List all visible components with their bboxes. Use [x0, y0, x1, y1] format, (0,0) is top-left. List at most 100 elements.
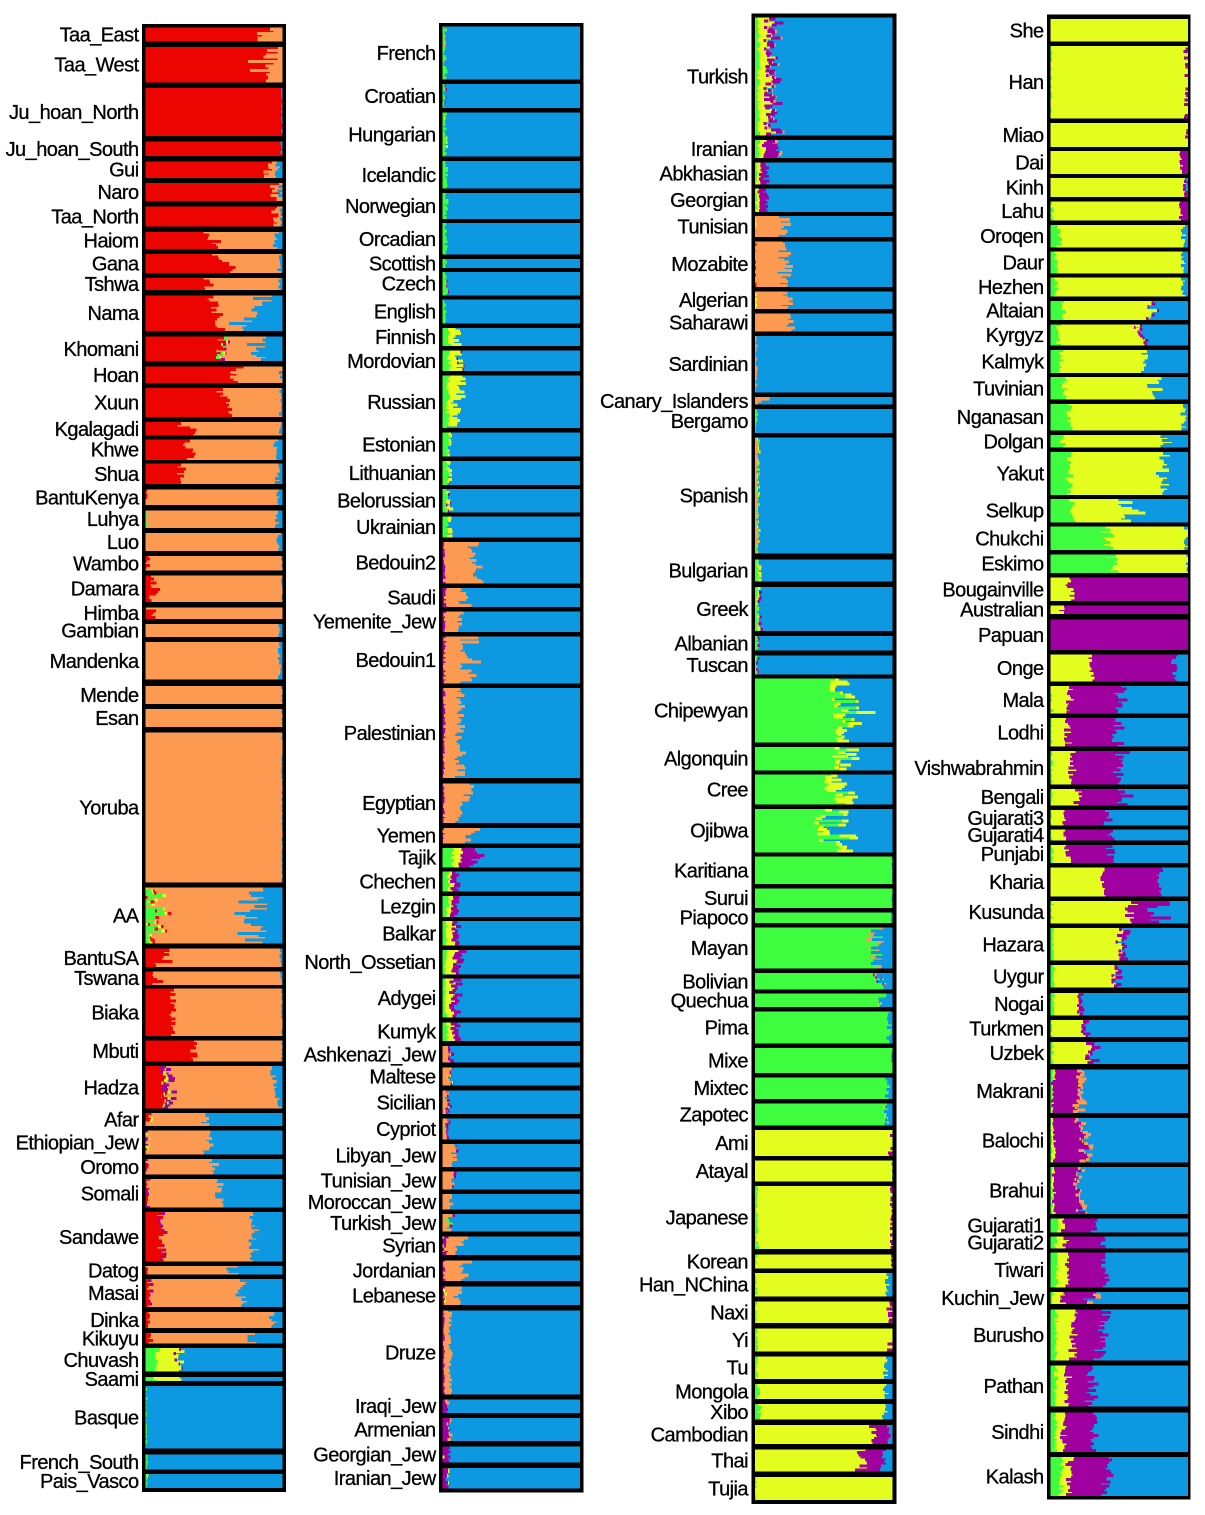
svg-text:Iranian: Iranian: [691, 139, 748, 161]
svg-text:Atayal: Atayal: [696, 1161, 748, 1183]
svg-text:Karitiana: Karitiana: [674, 860, 749, 882]
svg-text:Chuvash: Chuvash: [64, 1350, 139, 1372]
svg-text:Chipewyan: Chipewyan: [654, 700, 748, 722]
svg-text:Kharia: Kharia: [989, 872, 1045, 894]
svg-text:Kalash: Kalash: [986, 1466, 1044, 1488]
svg-text:Luo: Luo: [107, 532, 139, 554]
svg-text:Eskimo: Eskimo: [981, 554, 1044, 576]
svg-text:Surui: Surui: [704, 888, 748, 910]
svg-text:Khomani: Khomani: [64, 339, 139, 361]
svg-text:Khwe: Khwe: [91, 440, 139, 462]
svg-text:Gana: Gana: [92, 253, 140, 275]
svg-text:French: French: [377, 43, 436, 65]
svg-text:Yakut: Yakut: [997, 464, 1045, 486]
svg-text:Syrian: Syrian: [382, 1236, 435, 1258]
svg-text:Ethiopian_Jew: Ethiopian_Jew: [16, 1133, 140, 1155]
svg-text:Masai: Masai: [88, 1283, 139, 1305]
svg-text:Chukchi: Chukchi: [975, 528, 1044, 550]
svg-text:Sandawe: Sandawe: [59, 1227, 139, 1249]
svg-text:Ju_hoan_North: Ju_hoan_North: [9, 102, 139, 124]
svg-text:Thai: Thai: [711, 1450, 748, 1472]
svg-text:Han_NChina: Han_NChina: [639, 1275, 749, 1297]
svg-text:Iraqi_Jew: Iraqi_Jew: [355, 1396, 437, 1418]
svg-text:Lodhi: Lodhi: [997, 722, 1043, 744]
svg-text:Ojibwa: Ojibwa: [690, 821, 749, 843]
svg-text:Taa_North: Taa_North: [51, 207, 138, 229]
svg-text:Uzbek: Uzbek: [990, 1043, 1045, 1065]
svg-text:Australian: Australian: [960, 600, 1043, 622]
svg-text:Jordanian: Jordanian: [353, 1261, 436, 1283]
svg-text:Gujarati1: Gujarati1: [967, 1215, 1044, 1237]
svg-text:Brahui: Brahui: [989, 1181, 1044, 1203]
svg-text:Finnish: Finnish: [375, 327, 436, 349]
svg-text:Bedouin1: Bedouin1: [355, 650, 436, 672]
svg-text:Yemenite_Jew: Yemenite_Jew: [313, 612, 437, 634]
svg-text:Tuscan: Tuscan: [686, 655, 748, 677]
svg-text:Gujarati4: Gujarati4: [967, 825, 1044, 847]
svg-text:Bedouin2: Bedouin2: [355, 553, 436, 575]
svg-text:Taa_West: Taa_West: [54, 55, 139, 77]
svg-text:Ju_hoan_South: Ju_hoan_South: [6, 139, 139, 161]
svg-text:Dolgan: Dolgan: [984, 431, 1044, 453]
svg-text:Esan: Esan: [95, 708, 138, 730]
svg-text:Algerian: Algerian: [679, 290, 748, 312]
svg-text:Sicilian: Sicilian: [377, 1092, 436, 1114]
svg-text:Burusho: Burusho: [973, 1325, 1044, 1347]
svg-text:Belorussian: Belorussian: [337, 491, 435, 513]
svg-text:Selkup: Selkup: [986, 501, 1044, 523]
svg-text:Hazara: Hazara: [982, 934, 1045, 956]
svg-text:Turkish_Jew: Turkish_Jew: [330, 1213, 437, 1235]
svg-text:Tuvinian: Tuvinian: [973, 378, 1043, 400]
svg-text:Afar: Afar: [104, 1110, 139, 1132]
svg-text:Kalmyk: Kalmyk: [981, 352, 1045, 374]
svg-text:Quechua: Quechua: [671, 990, 750, 1012]
svg-text:Pathan: Pathan: [984, 1376, 1044, 1398]
svg-text:Kinh: Kinh: [1006, 178, 1044, 200]
svg-text:She: She: [1010, 20, 1044, 42]
svg-text:AA: AA: [113, 906, 140, 928]
svg-text:Mozabite: Mozabite: [671, 254, 748, 276]
svg-text:Wambo: Wambo: [73, 553, 139, 575]
svg-text:Mala: Mala: [1002, 690, 1045, 712]
svg-text:Mixtec: Mixtec: [694, 1078, 749, 1100]
svg-text:Lebanese: Lebanese: [352, 1286, 436, 1308]
svg-text:Balkar: Balkar: [382, 923, 436, 945]
svg-text:Cree: Cree: [707, 780, 749, 802]
svg-text:Nganasan: Nganasan: [957, 407, 1044, 429]
svg-text:Sindhi: Sindhi: [991, 1422, 1043, 1444]
svg-text:Iranian_Jew: Iranian_Jew: [334, 1468, 437, 1490]
svg-text:Papuan: Papuan: [978, 625, 1044, 647]
svg-text:Tujia: Tujia: [708, 1479, 749, 1501]
svg-text:Kikuyu: Kikuyu: [82, 1328, 139, 1350]
svg-text:Vishwabrahmin: Vishwabrahmin: [914, 758, 1043, 780]
svg-text:Himba: Himba: [84, 603, 140, 625]
svg-text:Mbuti: Mbuti: [92, 1041, 138, 1063]
svg-text:Estonian: Estonian: [362, 435, 435, 457]
svg-text:Norwegian: Norwegian: [345, 196, 436, 218]
svg-text:Albanian: Albanian: [675, 633, 748, 655]
svg-text:Orcadian: Orcadian: [359, 229, 436, 251]
svg-text:North_Ossetian: North_Ossetian: [304, 952, 435, 974]
svg-text:Hungarian: Hungarian: [348, 125, 435, 147]
svg-text:Nama: Nama: [87, 303, 140, 325]
svg-text:Altaian: Altaian: [986, 301, 1043, 323]
svg-text:Gui: Gui: [109, 160, 139, 182]
svg-text:Hoan: Hoan: [93, 365, 139, 387]
svg-text:Xibo: Xibo: [710, 1402, 748, 1424]
svg-text:Ami: Ami: [715, 1133, 748, 1155]
svg-text:Hezhen: Hezhen: [978, 277, 1044, 299]
svg-text:Mixe: Mixe: [708, 1050, 748, 1072]
svg-text:Libyan_Jew: Libyan_Jew: [335, 1145, 436, 1167]
svg-text:Japanese: Japanese: [666, 1208, 749, 1230]
svg-text:Han: Han: [1009, 72, 1044, 94]
svg-text:Croatian: Croatian: [364, 86, 435, 108]
svg-text:Oromo: Oromo: [80, 1157, 139, 1179]
svg-text:Cypriot: Cypriot: [376, 1119, 436, 1141]
svg-text:Basque: Basque: [74, 1407, 139, 1429]
svg-text:Tswana: Tswana: [74, 968, 140, 990]
svg-text:Kumyk: Kumyk: [377, 1022, 437, 1044]
svg-text:Pima: Pima: [705, 1017, 750, 1039]
svg-text:Scottish: Scottish: [369, 253, 436, 275]
svg-text:Druze: Druze: [385, 1342, 436, 1364]
svg-text:Damara: Damara: [71, 579, 140, 601]
